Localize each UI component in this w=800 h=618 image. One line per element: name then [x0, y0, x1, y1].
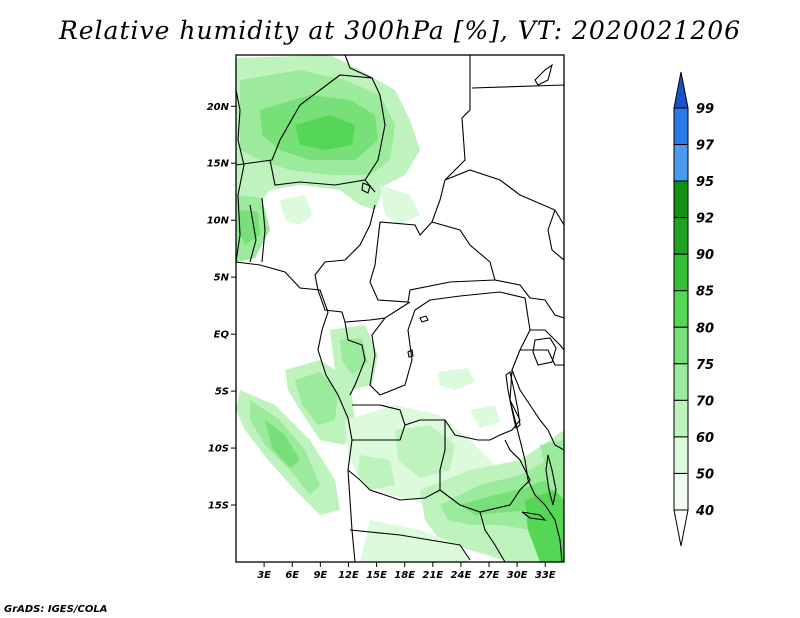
colorbar-label: 97 [696, 139, 715, 154]
colorbar: 99 97 95 92 90 85 80 75 70 60 50 40 [673, 71, 715, 547]
lat-tick-label: 10N [207, 216, 230, 227]
colorbar-segment [673, 472, 689, 511]
colorbar-segment [673, 399, 689, 438]
map-frame [235, 54, 565, 563]
lat-tick-label: EQ [214, 330, 230, 341]
lon-tick-label: 3E [257, 570, 271, 581]
colorbar-label: 40 [695, 504, 714, 519]
lat-tick-label: 20N [207, 102, 230, 113]
latitude-axis: 20N 15N 10N 5N EQ 5S 10S 15S [207, 102, 236, 512]
colorbar-segment [673, 107, 689, 146]
colorbar-segment [673, 144, 689, 182]
colorbar-label: 60 [696, 431, 714, 446]
colorbar-segment [673, 363, 689, 401]
lon-tick-label: 30E [507, 570, 528, 581]
colorbar-segment [673, 290, 689, 328]
colorbar-segment [673, 326, 689, 365]
lon-tick-label: 15E [366, 570, 387, 581]
lon-tick-label: 33E [535, 570, 556, 581]
colorbar-label: 70 [696, 394, 714, 409]
lon-tick-label: 12E [338, 570, 359, 581]
lon-tick-label: 9E [313, 570, 327, 581]
lon-tick-label: 18E [394, 570, 415, 581]
lat-tick-label: 15N [207, 159, 230, 170]
colorbar-segment [673, 253, 689, 292]
colorbar-label: 95 [696, 175, 714, 190]
map-borders [235, 54, 565, 563]
colorbar-label: 99 [696, 102, 714, 117]
lat-tick-label: 5S [215, 387, 229, 398]
colorbar-segment [673, 180, 689, 219]
colorbar-top-arrow [673, 71, 689, 109]
lon-tick-label: 21E [422, 570, 443, 581]
lat-tick-label: 10S [208, 444, 229, 455]
longitude-axis: 3E 6E 9E 12E 15E 18E 21E 24E 27E 30E 33E [257, 562, 556, 581]
footer-credit: GrADS: IGES/COLA [4, 604, 108, 615]
colorbar-segment [673, 217, 689, 255]
colorbar-segment [673, 436, 689, 474]
lon-tick-label: 24E [451, 570, 472, 581]
colorbar-label: 80 [696, 321, 714, 336]
colorbar-label: 92 [696, 212, 714, 227]
lat-tick-label: 15S [208, 501, 229, 512]
colorbar-bottom-arrow [673, 509, 689, 547]
colorbar-label: 50 [696, 467, 714, 482]
colorbar-label: 90 [696, 248, 714, 263]
colorbar-label: 85 [696, 285, 714, 300]
lat-tick-label: 5N [214, 273, 230, 284]
chart-title: Relative humidity at 300hPa [%], VT: 202… [58, 16, 742, 45]
lon-tick-label: 6E [285, 570, 299, 581]
lon-tick-label: 27E [479, 570, 500, 581]
colorbar-label: 75 [696, 358, 714, 373]
